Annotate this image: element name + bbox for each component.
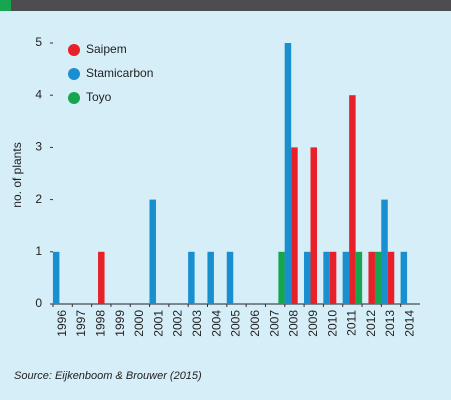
x-tick-label: 2009 (306, 310, 320, 337)
bar (188, 251, 195, 304)
legend-marker (68, 44, 80, 56)
bar (400, 251, 408, 304)
bar (284, 43, 292, 304)
x-tick-label: 2014 (403, 310, 417, 337)
bar (342, 251, 350, 304)
bar (278, 251, 285, 304)
header-mark (0, 0, 11, 11)
x-tick-label: 2002 (171, 310, 185, 337)
bar (387, 251, 395, 304)
bar (207, 251, 214, 304)
x-tick-label: 2005 (229, 310, 243, 337)
x-tick-label: 2011 (345, 310, 359, 336)
bar (323, 251, 330, 304)
x-tick-label: 2010 (325, 310, 339, 337)
legend-marker (68, 68, 80, 80)
x-tick-label: 2012 (364, 310, 378, 337)
legend-label: Stamicarbon (86, 66, 153, 80)
bar (310, 147, 318, 304)
bar (374, 251, 382, 304)
x-tick-label: 1997 (74, 310, 88, 337)
x-tick-label: 1998 (93, 310, 107, 337)
bar (349, 95, 356, 304)
x-tick-label: 2000 (132, 310, 146, 337)
y-axis-title: no. of plants (10, 142, 24, 207)
x-tick-label: 2003 (190, 310, 204, 337)
y-tick-label: 0 (35, 296, 42, 310)
bar (52, 251, 60, 304)
bar (381, 199, 388, 304)
source: Source: Eijkenboom & Brouwer (2015) (14, 370, 202, 382)
bar (226, 251, 234, 304)
bar (291, 147, 298, 304)
header-bar (0, 0, 451, 11)
bar (98, 251, 105, 304)
legend-marker (68, 92, 80, 104)
bar (149, 199, 156, 304)
x-tick-label: 2008 (287, 310, 301, 337)
y-tick-label: 5 (35, 35, 42, 49)
x-tick-label: 1996 (55, 310, 69, 337)
x-tick-label: 2006 (248, 310, 262, 337)
y-tick-label: 4 (35, 87, 42, 101)
legend-label: Toyo (86, 90, 112, 104)
bar (368, 251, 375, 304)
x-tick-label: 2007 (267, 310, 281, 337)
bar (355, 251, 363, 304)
x-tick-label: 2013 (383, 310, 397, 337)
bar (329, 251, 337, 304)
x-tick-label: 1999 (113, 310, 127, 337)
bar (304, 251, 311, 304)
y-tick-label: 3 (35, 140, 42, 154)
x-tick-label: 2001 (151, 310, 165, 337)
x-tick-label: 2004 (209, 310, 223, 337)
y-tick-label: 2 (35, 192, 42, 206)
y-tick-label: 1 (35, 244, 42, 258)
legend-label: Saipem (86, 42, 127, 56)
